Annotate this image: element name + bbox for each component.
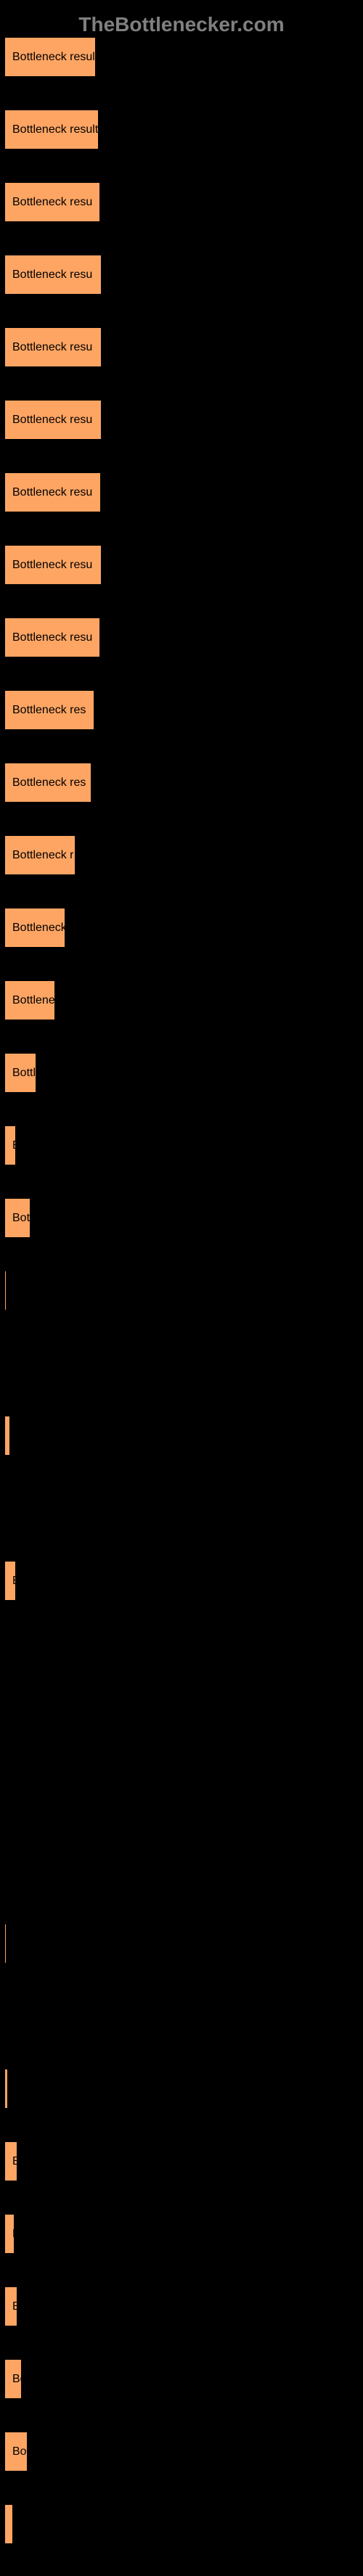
- bar-row: Bottleneck res: [0, 762, 363, 803]
- bar: [4, 2068, 9, 2109]
- bar-row: Bo: [0, 2141, 363, 2182]
- bar: Bottleneck resu: [4, 399, 102, 440]
- bar: Bo: [4, 2286, 18, 2327]
- bar-row: [0, 1923, 363, 1964]
- bar: Bo: [4, 2213, 15, 2255]
- bar: Bo: [4, 1560, 17, 1601]
- bar-row: Bo: [0, 2286, 363, 2327]
- bar-label: Bottle: [12, 1212, 33, 1225]
- bar-row: [0, 1415, 363, 1456]
- bar-label: Bottleneck result: [12, 123, 98, 136]
- bar-row: Bottleneck resu: [0, 181, 363, 223]
- watermark-text: TheBottlenecker.com: [78, 13, 284, 36]
- bar-row: Bottleneck resu: [0, 617, 363, 658]
- bar-label: Bot: [12, 2373, 24, 2386]
- bar-row: Bo: [0, 2213, 363, 2255]
- bar-row: Bottleneck res: [0, 689, 363, 731]
- bar-label: Bo: [12, 2300, 20, 2313]
- bar-label: Bo: [12, 1575, 18, 1588]
- bar-label: Bo: [12, 2228, 17, 2241]
- bar-label: Bottleneck resu: [12, 341, 92, 354]
- bar-row: [0, 1270, 363, 1311]
- bar-row: Bo: [0, 1560, 363, 1601]
- bar: Bottleneck resu: [4, 472, 102, 513]
- bar: Bottleneck resu: [4, 544, 102, 586]
- bar: Bottleneck res: [4, 762, 92, 803]
- bar-label: Bottleneck resu: [12, 196, 92, 209]
- bar-row: [0, 1778, 363, 1819]
- bar-label: Bottleneck resu: [12, 268, 92, 282]
- bar-row: [0, 1850, 363, 1892]
- bar-label: Bo: [12, 2155, 20, 2168]
- bar: Bottlen: [4, 1052, 37, 1094]
- bar-label: Bottleneck resu: [12, 559, 92, 572]
- bar: Bottleneck r: [4, 907, 66, 948]
- bar: Bottleneck res: [4, 689, 95, 731]
- bar-row: Bottleneck resu: [0, 544, 363, 586]
- bar-row: [0, 1488, 363, 1529]
- bar-chart: Bottleneck result Bottleneck result Bottle…: [0, 36, 363, 2576]
- bar: Bot: [4, 2358, 23, 2400]
- bar-row: Bottleneck r: [0, 834, 363, 876]
- bar: Bottleneck r: [4, 834, 76, 876]
- bar: Bottleneck result: [4, 109, 99, 150]
- bar: Bott: [4, 2431, 28, 2472]
- bar: [4, 1270, 7, 1311]
- bar-label: Bottlen: [12, 1067, 38, 1080]
- bar-row: Bottleneck resu: [0, 472, 363, 513]
- bar-row: [0, 1342, 363, 1384]
- bar-label: Bottleneck r: [12, 849, 73, 862]
- bar-row: Bottle: [0, 1197, 363, 1239]
- bar-label: Bottleneck result: [12, 51, 98, 64]
- bar-label: Bo: [12, 1139, 18, 1152]
- bar-row: Bottleneck result: [0, 36, 363, 78]
- bar-row: Bottleneck r: [0, 907, 363, 948]
- bar-label: Bottleneck resu: [12, 414, 92, 427]
- bar: Bottleneck: [4, 980, 56, 1021]
- bar: B: [4, 2503, 14, 2545]
- bar-row: [0, 2068, 363, 2109]
- bar: [4, 1415, 11, 1456]
- bar: Bottleneck resu: [4, 617, 101, 658]
- bar-row: Bottleneck resu: [0, 327, 363, 368]
- bar-row: Bottleneck resu: [0, 399, 363, 440]
- bar: Bottle: [4, 1197, 31, 1239]
- bar-row: [0, 1995, 363, 2037]
- bar: Bo: [4, 2141, 18, 2182]
- bar-row: Bottlen: [0, 1052, 363, 1094]
- bar-row: Bottleneck: [0, 980, 363, 1021]
- bar: Bo: [4, 1125, 17, 1166]
- bar-row: B: [0, 2503, 363, 2545]
- bar: Bottleneck resu: [4, 327, 102, 368]
- bar-row: Bot: [0, 2358, 363, 2400]
- bar: [4, 1923, 7, 1964]
- bar-label: Bottleneck res: [12, 776, 86, 789]
- bar-label: Bott: [12, 2445, 30, 2458]
- bar-row: Bottleneck resu: [0, 254, 363, 295]
- bar-row: Bott: [0, 2431, 363, 2472]
- bar-row: [0, 1633, 363, 1674]
- bar-label: Bottleneck resu: [12, 631, 92, 644]
- bar-row: [0, 1705, 363, 1747]
- bar: Bottleneck result: [4, 36, 97, 78]
- bar-label: Bottleneck resu: [12, 486, 92, 499]
- bar-row: Bo: [0, 1125, 363, 1166]
- bar: Bottleneck resu: [4, 254, 102, 295]
- bar-label: Bottleneck res: [12, 704, 86, 717]
- bar-label: Bottleneck r: [12, 922, 68, 935]
- bar-row: Bottleneck result: [0, 109, 363, 150]
- bar-label: Bottleneck: [12, 994, 57, 1007]
- bar-label: B: [12, 2518, 15, 2531]
- bar: Bottleneck resu: [4, 181, 101, 223]
